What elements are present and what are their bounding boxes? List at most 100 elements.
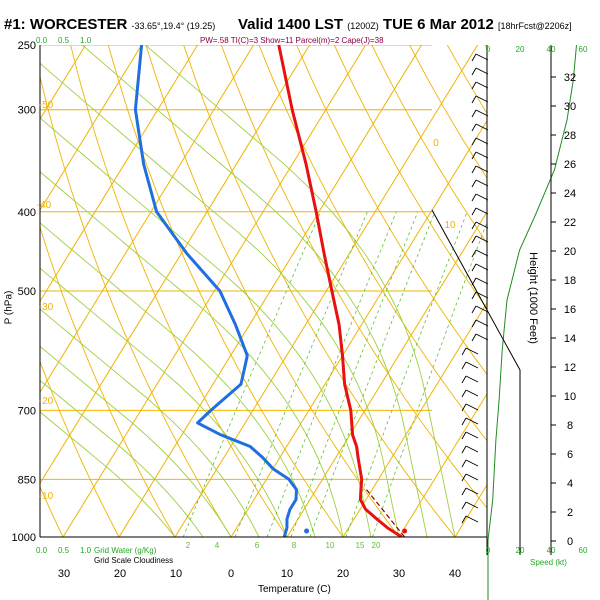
height-tick-label: 26 (564, 159, 576, 171)
height-tick-label: 4 (567, 478, 573, 490)
wind-barb (465, 515, 479, 523)
mixing-ratio-label: 8 (292, 541, 297, 550)
isotherm-line (567, 45, 600, 537)
pressure-tick-label: 300 (18, 105, 36, 117)
dry-adiabat-line (40, 74, 232, 537)
wind-barb (475, 165, 489, 173)
wind-barb-flag (461, 459, 467, 468)
wind-barb-flag (471, 123, 477, 132)
wind-barb (475, 179, 489, 187)
forecast-run: [18hrFcst@2206z] (497, 21, 572, 31)
utc-time: (1200Z) (347, 21, 379, 31)
cloud-scale-bottom: 0.0 (36, 546, 48, 555)
wind-barb-flag (471, 179, 477, 188)
height-tick-label: 30 (564, 101, 576, 113)
wind-barb (465, 501, 479, 509)
wind-barb (465, 473, 479, 481)
height-tick-label: 28 (564, 130, 576, 142)
parcel-path (366, 489, 406, 537)
height-tick-label: 8 (567, 420, 573, 432)
wind-barb-flag (461, 375, 467, 384)
wind-barb-flag (471, 109, 477, 118)
wind-barb (475, 81, 489, 89)
isotherm-line (174, 45, 479, 537)
wind-barb (465, 487, 479, 495)
cloud-scale-bottom: 1.0 (80, 546, 92, 555)
cloud-scale-top: 1.0 (80, 36, 92, 45)
moist-adiabat-line (40, 171, 344, 537)
moist-adiabat-line (40, 411, 176, 537)
speed-tick-top: 20 (516, 45, 525, 54)
wind-barb-flag (461, 501, 467, 510)
moist-adiabat-line (40, 308, 260, 537)
height-tick-label: 18 (564, 275, 576, 287)
wind-barb (475, 123, 489, 131)
dry-adiabat-line (220, 45, 487, 509)
mixing-ratio-label: 15 (356, 541, 365, 550)
height-tick-label: 20 (564, 246, 576, 258)
temperature-tick-label: 10 (281, 568, 293, 580)
height-tick-label: 16 (564, 304, 576, 316)
speed-tick-top: 60 (579, 45, 588, 54)
wind-barb (475, 53, 489, 61)
temperature-tick-label: 20 (114, 568, 126, 580)
wind-barb-flag (461, 389, 467, 398)
wind-barb-flag (471, 137, 477, 146)
pressure-tick-label: 1000 (12, 532, 36, 544)
wind-barb (475, 67, 489, 75)
isotherm-label: 0 (433, 138, 439, 149)
valid-date: TUE 6 Mar 2012 (382, 16, 494, 33)
wind-barb-flag (471, 53, 477, 62)
isotherm-line (118, 45, 423, 537)
pressure-tick-label: 250 (18, 40, 36, 52)
mixing-ratio-line (266, 211, 397, 537)
wind-barb-flag (461, 361, 467, 370)
dry-adiabat-line (296, 45, 487, 376)
moist-adiabat-line (40, 267, 288, 537)
cloudiness-legend: Grid Scale Cloudiness (94, 556, 174, 565)
wind-barb-flag (461, 487, 467, 496)
x-axis-label: Temperature (C) (258, 584, 331, 595)
height-axis-label: Height (1000 Feet) (526, 252, 539, 344)
isotherm-label: -40 (37, 200, 52, 211)
isotherm-label: 10 (444, 220, 456, 231)
wind-barb (465, 347, 479, 355)
wind-barb-flag (471, 319, 477, 328)
wind-barb-flag (471, 305, 477, 314)
pressure-tick-label: 400 (18, 207, 36, 219)
wind-barb-flag (471, 193, 477, 202)
speed-tick-bottom: 20 (516, 546, 525, 555)
wind-barb-flag (471, 249, 477, 258)
wind-barb-flag (461, 403, 467, 412)
height-tick-label: 2 (567, 507, 573, 519)
stability-indices: PW=.58 TI(C)=3 Show=11 Parcel(m)=2 Cape(… (200, 36, 384, 45)
dry-adiabat-line (371, 45, 487, 244)
height-tick-label: 0 (567, 536, 573, 548)
curves-layer (133, 45, 408, 537)
height-tick-label: 32 (564, 72, 576, 84)
station-coords: -33.65°,19.4° (19.25) (131, 21, 216, 31)
wind-barb-flag (471, 333, 477, 342)
wind-barb-flag (471, 291, 477, 300)
mixing-ratio-label: 4 (215, 541, 220, 550)
isotherm-label: -30 (39, 302, 54, 313)
mixing-ratio-line (182, 211, 321, 537)
speed-tick-bottom: 40 (547, 546, 556, 555)
temperature-tick-label: 30 (393, 568, 405, 580)
station-name: #1: WORCESTER (4, 16, 128, 33)
isotherm-label: -10 (39, 491, 54, 502)
isotherm-line (511, 45, 600, 537)
wind-barb (465, 417, 479, 425)
temperature-tick-label: 30 (58, 568, 70, 580)
wind-barb (475, 235, 489, 243)
speed-tick-top: 40 (547, 45, 556, 54)
wind-barb-flag (471, 151, 477, 160)
dry-adiabat-line (107, 45, 344, 537)
dry-adiabat-line (484, 45, 487, 50)
wind-barb-flag (461, 445, 467, 454)
wind-barb-flag (471, 221, 477, 230)
wind-speed-curve (487, 44, 577, 600)
height-tick-label: 22 (564, 217, 576, 229)
wind-barb-flag (471, 81, 477, 90)
